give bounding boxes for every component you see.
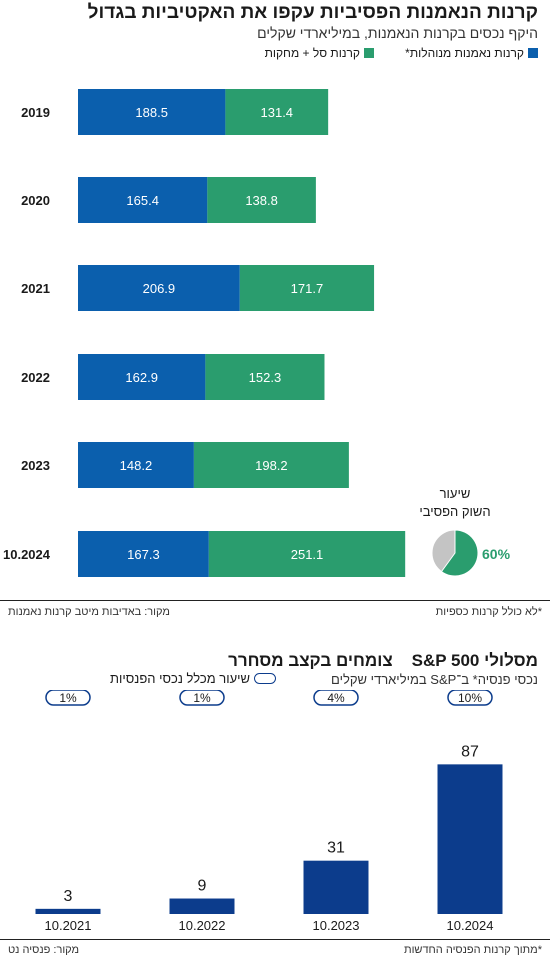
- legend-swatch-managed: [528, 48, 538, 58]
- bar-segment-managed: [78, 177, 208, 223]
- chart2-title-side: מסלולי S&P 500: [411, 651, 538, 670]
- chart-subtitle: היקף נכסים בקרנות הנאמנות, במיליארדי שקל…: [257, 25, 538, 41]
- share-pill: [447, 690, 493, 706]
- share-pill: [313, 690, 359, 706]
- vertical-bar-chart: 1% 3 10.2021 1% 9 10.2022 4% 31 10.2023 10% 87 10.2…: [35, 690, 503, 933]
- legend-share: שיעור מכלל נכסי הפנסיות: [110, 671, 277, 686]
- bar-value-label: 251.1: [291, 547, 324, 562]
- bar-value-label: 87: [461, 743, 479, 760]
- chart-title: קרנות הנאמנות הפסיביות עקפו את האקטיביות…: [87, 2, 538, 23]
- x-tick-label: 10.2023: [313, 918, 360, 933]
- share-label: 4%: [327, 691, 345, 705]
- bar-segment-managed: [78, 354, 206, 400]
- x-tick-label: 10.2024: [447, 918, 494, 933]
- year-label: 2020: [21, 193, 50, 208]
- chart2-subtitle: נכסי פנסיה* ב־S&P במיליארדי שקלים: [331, 672, 538, 687]
- source-note-bottom: מקור: פנסיה נט: [8, 944, 80, 956]
- share-label: 10%: [458, 691, 482, 705]
- bar-value-label: 3: [64, 888, 73, 905]
- bar-segment-managed: [78, 265, 240, 311]
- bar: [437, 764, 503, 914]
- share-pill: [179, 690, 225, 706]
- source-note-top: מקור: באדיבות מיטב קרנות נאמנות: [8, 606, 170, 618]
- bar-segment-etf: [239, 265, 375, 311]
- divider-bottom: [0, 939, 550, 940]
- bar-segment-etf: [193, 442, 349, 488]
- bar-value-label: 165.4: [126, 193, 159, 208]
- pie-slice-passive: [440, 529, 479, 577]
- share-label: 1%: [193, 691, 211, 705]
- legend-share-label: שיעור מכלל נכסי הפנסיות: [110, 671, 251, 686]
- share-pill: [45, 690, 91, 706]
- bar-value-label: 9: [198, 878, 207, 895]
- legend-item-managed: קרנות נאמנות מנוהלות*: [405, 46, 538, 60]
- bar-value-label: 198.2: [255, 458, 288, 473]
- bar-value-label: 171.7: [291, 281, 324, 296]
- year-label: 2022: [21, 370, 50, 385]
- year-label: 2023: [21, 458, 50, 473]
- bar: [35, 908, 101, 914]
- bar-segment-managed: [78, 531, 209, 577]
- bar-value-label: 131.4: [261, 105, 294, 120]
- year-label: 2021: [21, 281, 50, 296]
- legend-item-etf: קרנות סל + מחקות: [265, 46, 374, 60]
- bar: [303, 860, 369, 914]
- bar-value-label: 206.9: [143, 281, 176, 296]
- bar-value-label: 162.9: [125, 370, 158, 385]
- legend-label-etf: קרנות סל + מחקות: [264, 46, 360, 60]
- year-label: 10.2024: [3, 547, 51, 562]
- divider-top: [0, 600, 550, 601]
- bar-value-label: 167.3: [127, 547, 160, 562]
- bar-segment-managed: [78, 442, 194, 488]
- bar-segment-managed: [78, 89, 226, 135]
- pie-value-label: 60%: [482, 546, 511, 562]
- bar-segment-etf: [208, 531, 406, 577]
- chart2-title: מסלולי S&P 500 צומחים בקצב מסחרר: [228, 651, 538, 671]
- bar-value-label: 148.2: [120, 458, 153, 473]
- legend-label-managed: קרנות נאמנות מנוהלות*: [405, 46, 524, 60]
- pie-title-line1: שיעור: [440, 486, 471, 501]
- x-tick-label: 10.2021: [45, 918, 92, 933]
- legend-swatch-etf: [364, 48, 374, 58]
- year-label: 2019: [21, 105, 50, 120]
- bar-segment-etf: [205, 354, 325, 400]
- x-tick-label: 10.2022: [179, 918, 226, 933]
- share-label: 1%: [59, 691, 77, 705]
- bar-value-label: 138.8: [245, 193, 278, 208]
- footnote-passive: *לא כולל קרנות כספיות: [435, 606, 542, 618]
- footnote-pension: *מתוך קרנות הפנסיה החדשות: [403, 944, 542, 956]
- bar-segment-etf: [225, 89, 329, 135]
- bar-segment-etf: [207, 177, 316, 223]
- pie-title-line2: השוק הפסיבי: [419, 504, 490, 519]
- legend-pill-icon: [254, 673, 277, 684]
- stacked-bar-chart: 2019 188.5 131.4 2020 165.4 138.8 2021 206.9 171…: [3, 89, 511, 577]
- bar-value-label: 152.3: [249, 370, 282, 385]
- chart2-title-main: צומחים בקצב מסחרר: [228, 651, 393, 670]
- bar: [169, 898, 235, 914]
- bar-value-label: 31: [327, 840, 345, 857]
- bar-value-label: 188.5: [135, 105, 168, 120]
